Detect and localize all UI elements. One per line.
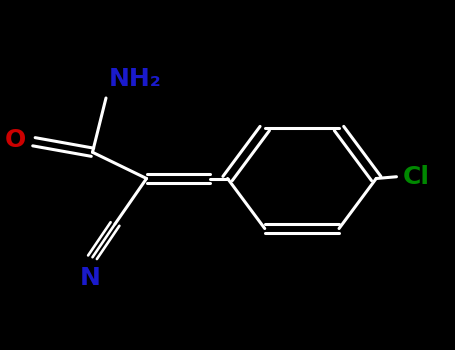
Text: O: O (5, 128, 26, 152)
Text: Cl: Cl (403, 165, 430, 189)
Text: NH₂: NH₂ (108, 67, 161, 91)
Text: N: N (80, 266, 101, 290)
